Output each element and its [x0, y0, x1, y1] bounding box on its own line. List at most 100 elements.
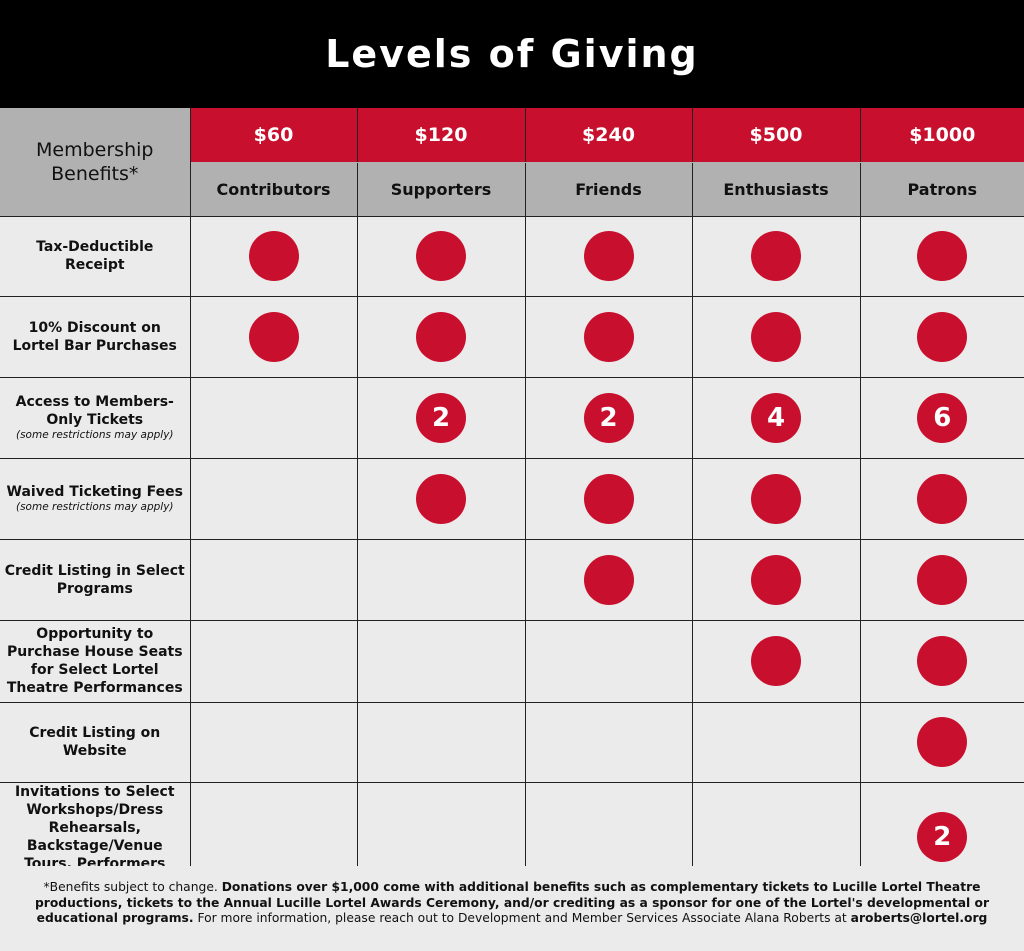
footer-additional-benefits: Donations over $1,000 come with addition…: [34, 880, 990, 925]
included-dot-icon: [751, 636, 801, 686]
tier-price: $240: [524, 108, 693, 163]
benefit-row: Waived Ticketing Fees (some restrictions …: [0, 457, 1024, 540]
benefit-cell: 6: [859, 376, 1024, 459]
benefit-cell: [356, 701, 526, 783]
benefit-cell: [691, 619, 861, 703]
included-count-badge: 2: [917, 811, 968, 862]
giving-levels-table: Membership Benefits* $60 $120 $240 $500 …: [0, 108, 1024, 892]
tier-name: Contributors: [190, 162, 358, 217]
benefit-label-text: Opportunity to Purchase House Seats for …: [6, 626, 183, 696]
footer-email: aroberts@lortel.org: [850, 911, 988, 925]
membership-benefits-header: Membership Benefits*: [0, 108, 191, 217]
included-dot-icon: [583, 554, 634, 605]
included-dot-icon: [917, 231, 968, 281]
benefit-cell: [189, 538, 358, 621]
benefit-label: Credit Listing in Select Programs: [0, 538, 191, 621]
included-dot-icon: [917, 311, 968, 362]
benefit-cell: [691, 295, 861, 378]
benefit-cell: [859, 295, 1024, 378]
included-dot-icon: [583, 311, 634, 362]
benefit-cell: [356, 457, 526, 540]
tier-price: $60: [189, 108, 358, 163]
benefit-cell: [859, 457, 1024, 540]
benefit-cell: [859, 215, 1024, 297]
benefit-cell: [859, 701, 1024, 783]
benefit-row: Tax-Deductible Receipt: [0, 215, 1024, 297]
benefit-note: (some restrictions may apply): [15, 501, 174, 513]
benefit-cell: [524, 619, 693, 703]
benefit-cell: [524, 457, 693, 540]
benefit-cell: [524, 701, 693, 783]
included-dot-icon: [416, 311, 466, 362]
benefit-label: Invitations to Select Workshops/Dress Re…: [0, 781, 191, 892]
included-dot-icon: [917, 717, 968, 767]
benefit-cell: [189, 457, 358, 540]
benefit-label-text: 10% Discount on Lortel Bar Purchases: [12, 319, 177, 354]
footer-note: *Benefits subject to change. Donations o…: [0, 866, 1024, 951]
tier-name: Enthusiasts: [691, 162, 861, 217]
tier-price: $120: [356, 108, 526, 163]
included-dot-icon: [917, 473, 968, 524]
included-dot-icon: [751, 311, 801, 362]
benefit-label: Tax-Deductible Receipt: [0, 215, 191, 297]
included-dot-icon: [583, 473, 634, 524]
included-dot-icon: [583, 231, 634, 281]
benefit-note: (some restrictions may apply): [15, 429, 174, 441]
benefit-cell: [691, 215, 861, 297]
included-dot-icon: [751, 473, 801, 524]
included-dot-icon: [248, 311, 299, 362]
benefit-cell: [189, 376, 358, 459]
included-dot-icon: [917, 636, 968, 686]
benefit-label-text: Access to Members-Only Tickets: [15, 394, 174, 428]
benefit-label-text: Waived Ticketing Fees: [6, 484, 183, 500]
benefit-cell: 4: [691, 376, 861, 459]
benefit-cell: [691, 538, 861, 621]
benefit-label: Waived Ticketing Fees (some restrictions …: [0, 457, 191, 540]
benefit-label: Access to Members-Only Tickets (some rest…: [0, 376, 191, 459]
page-title: Levels of Giving: [0, 0, 1024, 108]
included-count-badge: 6: [917, 392, 968, 443]
benefit-label-text: Tax-Deductible Receipt: [36, 239, 154, 273]
included-dot-icon: [751, 554, 801, 605]
tier-price: $500: [691, 108, 861, 163]
benefit-cell: [356, 215, 526, 297]
benefit-cell: [524, 295, 693, 378]
benefit-label: Opportunity to Purchase House Seats for …: [0, 619, 191, 703]
included-dot-icon: [917, 554, 968, 605]
benefit-cell: [189, 701, 358, 783]
tier-name: Supporters: [356, 162, 526, 217]
benefit-cell: [356, 295, 526, 378]
tier-name: Patrons: [859, 162, 1024, 217]
included-count-badge: 4: [751, 392, 801, 443]
benefit-cell: [189, 215, 358, 297]
benefit-cell: [524, 215, 693, 297]
benefit-label-text: Credit Listing in Select Programs: [4, 562, 185, 597]
benefit-cell: [859, 538, 1024, 621]
footer-contact-text: For more information, please reach out t…: [197, 911, 847, 925]
benefit-cell: [356, 538, 526, 621]
benefit-cell: [189, 619, 358, 703]
included-dot-icon: [416, 473, 466, 524]
benefit-cell: [691, 701, 861, 783]
benefit-cell: [356, 619, 526, 703]
benefit-cell: [859, 619, 1024, 703]
benefit-cell: [189, 295, 358, 378]
benefit-row: Access to Members-Only Tickets (some rest…: [0, 376, 1024, 459]
benefit-row: Opportunity to Purchase House Seats for …: [0, 619, 1024, 703]
included-count-badge: 2: [583, 392, 634, 443]
benefit-label: Credit Listing on Website: [0, 701, 191, 783]
included-count-badge: 2: [416, 392, 466, 443]
included-dot-icon: [751, 231, 801, 281]
included-dot-icon: [248, 231, 299, 281]
benefit-cell: [691, 457, 861, 540]
benefit-row: Credit Listing in Select Programs: [0, 538, 1024, 621]
benefit-cell: [524, 538, 693, 621]
footer-disclaimer: *Benefits subject to change.: [43, 880, 218, 894]
benefit-label-text: Credit Listing on Website: [29, 725, 161, 759]
tier-name: Friends: [524, 162, 693, 217]
benefit-cell: 2: [356, 376, 526, 459]
included-dot-icon: [416, 231, 466, 281]
benefit-label: 10% Discount on Lortel Bar Purchases: [0, 295, 191, 378]
benefit-cell: 2: [524, 376, 693, 459]
benefit-row: 10% Discount on Lortel Bar Purchases: [0, 295, 1024, 378]
